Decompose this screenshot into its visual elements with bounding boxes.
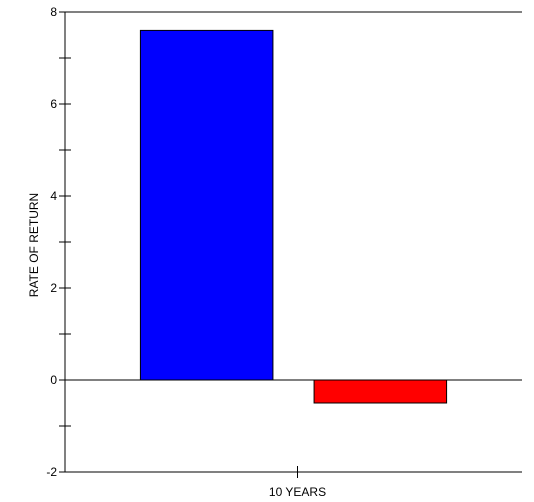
y-axis-title: RATE OF RETURN <box>27 193 41 297</box>
y-tick-label: 8 <box>50 5 57 19</box>
y-tick-label: 6 <box>50 97 57 111</box>
labels-layer: -2 0 2 4 6 8 10 YEARS <box>46 5 326 499</box>
bar-series-2 <box>313 379 448 404</box>
bars-layer <box>139 29 448 404</box>
y-tick-label: -2 <box>46 465 57 479</box>
y-tick-label: 4 <box>50 189 57 203</box>
axes-layer <box>59 11 522 478</box>
bar-series-1 <box>139 29 274 381</box>
x-tick-label: 10 YEARS <box>269 485 326 499</box>
y-tick-label: 0 <box>50 373 57 387</box>
y-tick-label: 2 <box>50 281 57 295</box>
